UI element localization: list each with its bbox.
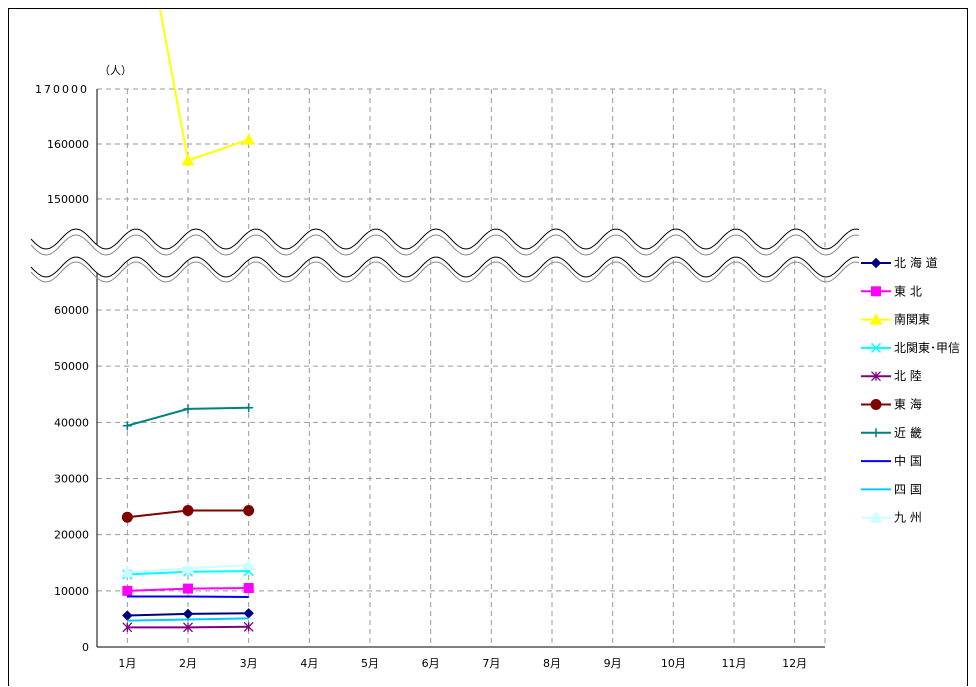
series-square: [122, 583, 254, 596]
legend-label: 東 海: [894, 397, 922, 412]
x-tick-label: 10月: [661, 657, 686, 670]
data-point: [182, 505, 194, 517]
y-tick-label: 170000: [35, 83, 89, 96]
axis-break: [30, 228, 860, 283]
data-point: [242, 133, 256, 145]
series-lines: [120, 9, 256, 633]
series-circle: [121, 505, 255, 523]
x-tick-label: 4月: [300, 657, 318, 670]
x-tick-label: 6月: [422, 657, 440, 670]
x-tick-label: 5月: [361, 657, 379, 670]
data-point: [181, 561, 195, 574]
data-point: [243, 608, 254, 619]
data-point: [242, 558, 256, 570]
data-point: [122, 622, 133, 633]
data-point: [122, 585, 133, 596]
legend-marker: [870, 342, 882, 353]
legend-label: 北関東･甲信: [894, 341, 960, 355]
data-point: [122, 610, 133, 621]
x-tick-label: 2月: [179, 657, 197, 670]
series-plus: [122, 403, 254, 431]
legend-label: 南関東: [894, 312, 930, 327]
data-point: [181, 153, 195, 166]
x-tick-label: 8月: [543, 657, 561, 670]
y-tick-label: 0: [82, 641, 89, 654]
data-point: [120, 565, 134, 578]
y-tick-label: 40000: [54, 416, 89, 429]
chart-frame: 0 10000 20000 30000 40000 50000 60000 150000 160…: [8, 8, 968, 686]
axis-break-line-top-shadow: [30, 234, 860, 256]
y-unit-label: （人）: [99, 64, 132, 77]
legend-label: 中 国: [894, 453, 922, 468]
x-tick-label: 1月: [118, 657, 136, 670]
axes: [96, 89, 825, 648]
data-point: [183, 622, 193, 633]
y-tick-label: 150000: [47, 193, 89, 206]
data-point: [244, 403, 254, 413]
series-none: [127, 595, 249, 599]
series-line: [127, 617, 249, 622]
legend-label: 四 国: [894, 482, 922, 496]
series-diamond: [122, 608, 254, 621]
legend-marker: [871, 286, 881, 297]
data-point: [243, 583, 254, 594]
legend-marker: [870, 399, 882, 410]
line-chart: 0 10000 20000 30000 40000 50000 60000 150000 160…: [30, 9, 960, 670]
data-point: [243, 505, 255, 517]
x-tick-label: 12月: [782, 657, 807, 670]
x-tick-label: 3月: [240, 657, 258, 670]
data-point: [122, 421, 132, 431]
legend-marker: [869, 313, 883, 325]
legend-marker: [870, 257, 882, 269]
y-tick-label: 160000: [47, 138, 89, 151]
series-triangle: [158, 9, 256, 166]
series-none: [127, 617, 249, 622]
y-tick-label: 30000: [54, 473, 89, 486]
x-tick-label: 11月: [722, 657, 747, 670]
legend-marker: [871, 428, 881, 438]
legend-marker: [871, 371, 881, 382]
data-point: [183, 404, 193, 414]
y-tick-label: 10000: [54, 585, 89, 598]
x-tick-label: 9月: [604, 657, 622, 670]
y-tick-label: 50000: [54, 360, 89, 373]
y-tick-label: 60000: [54, 304, 89, 317]
series-star: [122, 621, 254, 633]
y-tick-label: 20000: [54, 529, 89, 542]
series-triangle: [120, 558, 256, 578]
data-point: [121, 511, 133, 523]
legend-marker: [869, 511, 883, 523]
data-point: [182, 608, 194, 620]
axis-break-line-bottom: [30, 256, 860, 278]
legend-label: 九 州: [894, 511, 922, 525]
series-line: [127, 595, 249, 599]
data-point: [243, 621, 254, 632]
data-point: [183, 583, 193, 594]
axis-break-line-bottom-shadow: [30, 261, 860, 283]
tick-labels: 0 10000 20000 30000 40000 50000 60000 150000 160…: [35, 83, 807, 670]
axis-break-band: [31, 229, 859, 277]
x-tick-label: 7月: [482, 657, 500, 670]
axis-break-line-top: [30, 228, 860, 250]
legend-label: 東 北: [894, 284, 922, 298]
legend-label: 北 陸: [894, 369, 922, 383]
legend-label: 近 畿: [894, 426, 922, 440]
legend-label: 北 海 道: [894, 255, 938, 270]
grid-lines: [97, 88, 826, 647]
